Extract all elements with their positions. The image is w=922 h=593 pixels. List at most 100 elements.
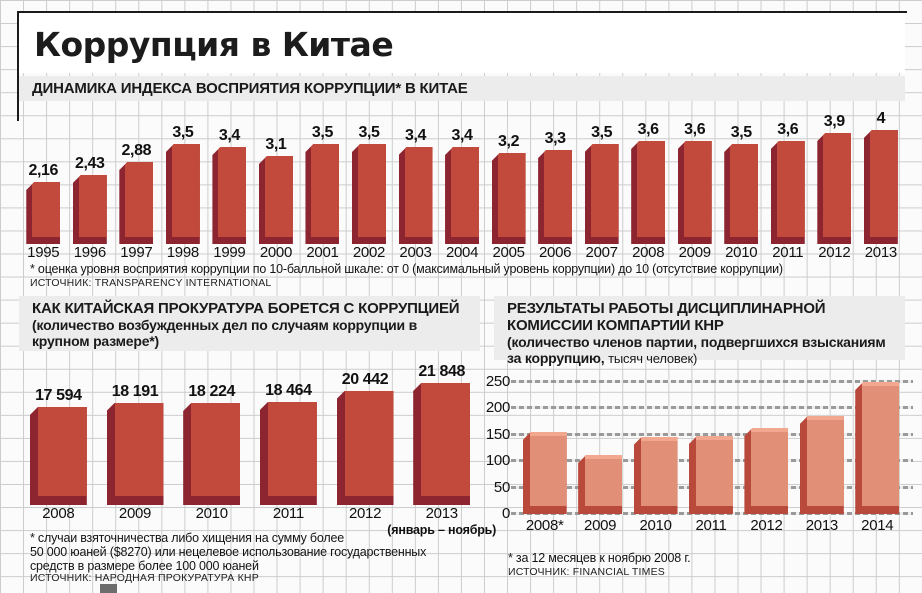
year-label: 1995	[27, 244, 60, 261]
page-title: Коррупция в Китае	[34, 25, 394, 64]
title-box: Коррупция в Китае	[19, 13, 905, 73]
year-label: 1997	[120, 244, 153, 261]
bar	[336, 391, 394, 505]
bar	[119, 162, 154, 244]
chart3-x-axis-labels: 2008* 2009 2010 2011 2012 2013 2014	[517, 517, 905, 534]
bar-value-label: 3,2	[498, 133, 520, 150]
bar	[817, 133, 852, 244]
chart3-subtitle-note: тысяч человек)	[608, 351, 698, 366]
year-label: 2008	[42, 505, 75, 522]
y-tick-label: 0	[501, 505, 510, 522]
y-tick-label: 100	[485, 452, 510, 470]
bar-value-label: 3,5	[730, 124, 752, 141]
chart3-y-axis-labels: 0 50 100 150 200 250	[452, 374, 510, 522]
bar-slot: 2,43 1996	[67, 104, 114, 262]
chart3-header-band: РЕЗУЛЬТАТЫ РАБОТЫ ДИСЦИПЛИНАРНОЙ КОМИССИ…	[494, 296, 905, 366]
bar-slot: 3,4 2003	[392, 104, 439, 262]
bar-slot: 3,6 2009	[671, 104, 718, 262]
bar-value-label: 3,4	[218, 127, 240, 144]
bar-slot: 20 442 2012	[327, 352, 404, 523]
bar	[770, 141, 805, 244]
year-label: 1998	[166, 244, 199, 261]
bar-value-label: 3,4	[451, 127, 473, 144]
year-label: 2009	[584, 517, 617, 534]
bar	[72, 175, 107, 244]
bar	[538, 150, 573, 244]
chart2-title: КАК КИТАЙСКАЯ ПРОКУРАТУРА БОРЕТСЯ С КОРР…	[32, 300, 460, 317]
bar	[584, 144, 619, 244]
bar-value-label: 3,5	[311, 124, 333, 141]
year-label: 2001	[306, 244, 339, 261]
bar	[522, 432, 567, 514]
bar-value-label: 21 848	[418, 363, 465, 380]
y-tick-label: 50	[493, 478, 510, 496]
bar-value-label: 3,3	[544, 130, 566, 147]
year-label: 2004	[445, 244, 479, 261]
left-rule	[17, 11, 19, 121]
year-label: 2012	[348, 505, 382, 522]
bar	[305, 144, 340, 244]
gridline	[511, 432, 913, 436]
year-label: 2007	[585, 244, 618, 261]
bar-slot	[572, 376, 627, 514]
bar-slot: 3,5 2007	[578, 104, 625, 262]
year-label: 2009	[118, 505, 152, 522]
year-label: 2011	[272, 505, 304, 522]
bar-value-label: 17 594	[35, 387, 82, 404]
bar-value-label: 3,1	[265, 136, 287, 153]
year-label: 2013	[864, 244, 897, 261]
chart1-header-band: ДИНАМИКА ИНДЕКСА ВОСПРИЯТИЯ КОРРУПЦИИ* В…	[19, 76, 905, 101]
bar-slot	[517, 376, 572, 514]
bar-slot: 3,6 2008	[625, 104, 672, 262]
bar-slot: 3,4 2004	[439, 104, 486, 262]
bar-slot: 21 848 2013 (январь – ноябрь)	[387, 352, 496, 537]
bar-slot: 3,9 2012	[811, 104, 858, 262]
bar	[183, 403, 241, 505]
bar-slot	[628, 376, 683, 514]
bar-value-label: 3,5	[591, 124, 613, 141]
chart3-subtitle: (количество членов партии, подвергшихся …	[507, 334, 892, 367]
page-artifact	[100, 584, 117, 593]
chart3-bars	[517, 376, 905, 514]
bar-slot: 18 224 2010	[173, 352, 250, 523]
bar-slot: 3,2 2005	[485, 104, 532, 262]
bar-slot	[794, 376, 849, 514]
bar	[799, 416, 844, 514]
bar-value-label: 2,16	[28, 162, 59, 179]
year-label: 2003	[399, 244, 432, 261]
bar	[26, 182, 61, 244]
bar-slot: 3,6 2011	[765, 104, 812, 262]
chart1-bars: 2,16 1995 2,43 1996 2,88 1997 3,5 1998 3,4 1999 3,…	[20, 104, 904, 262]
bar-slot: 4 2013	[858, 104, 905, 262]
year-note: (январь – ноябрь)	[387, 523, 497, 537]
bar	[491, 153, 526, 244]
bar-slot: 3,5 1998	[160, 104, 207, 262]
year-label: 2014	[861, 517, 894, 534]
bar	[445, 147, 480, 244]
bar	[688, 436, 733, 514]
year-label: 2006	[539, 244, 572, 261]
bar-slot: 2,16 1995	[20, 104, 67, 262]
gridline	[511, 380, 913, 383]
bar	[29, 407, 87, 505]
bar	[259, 402, 317, 505]
year-label: 2005	[492, 244, 525, 261]
bar	[398, 147, 433, 244]
year-label: 2012	[818, 244, 851, 261]
bar	[578, 455, 623, 514]
chart3-title: РЕЗУЛЬТАТЫ РАБОТЫ ДИСЦИПЛИНАРНОЙ КОМИССИ…	[507, 300, 826, 334]
bar	[863, 130, 898, 244]
bar-value-label: 3,6	[684, 121, 706, 138]
bar	[351, 144, 386, 244]
bar-value-label: 3,9	[823, 113, 845, 130]
bar	[106, 403, 164, 505]
bar-value-label: 3,5	[358, 124, 380, 141]
year-label: 2010	[725, 244, 758, 261]
bar-slot	[739, 376, 794, 514]
year-label: 2011	[695, 517, 727, 534]
bar-value-label: 18 224	[188, 383, 235, 400]
year-label: 2000	[259, 244, 292, 261]
year-label: 1996	[73, 244, 106, 261]
year-label: 2010	[195, 505, 228, 522]
